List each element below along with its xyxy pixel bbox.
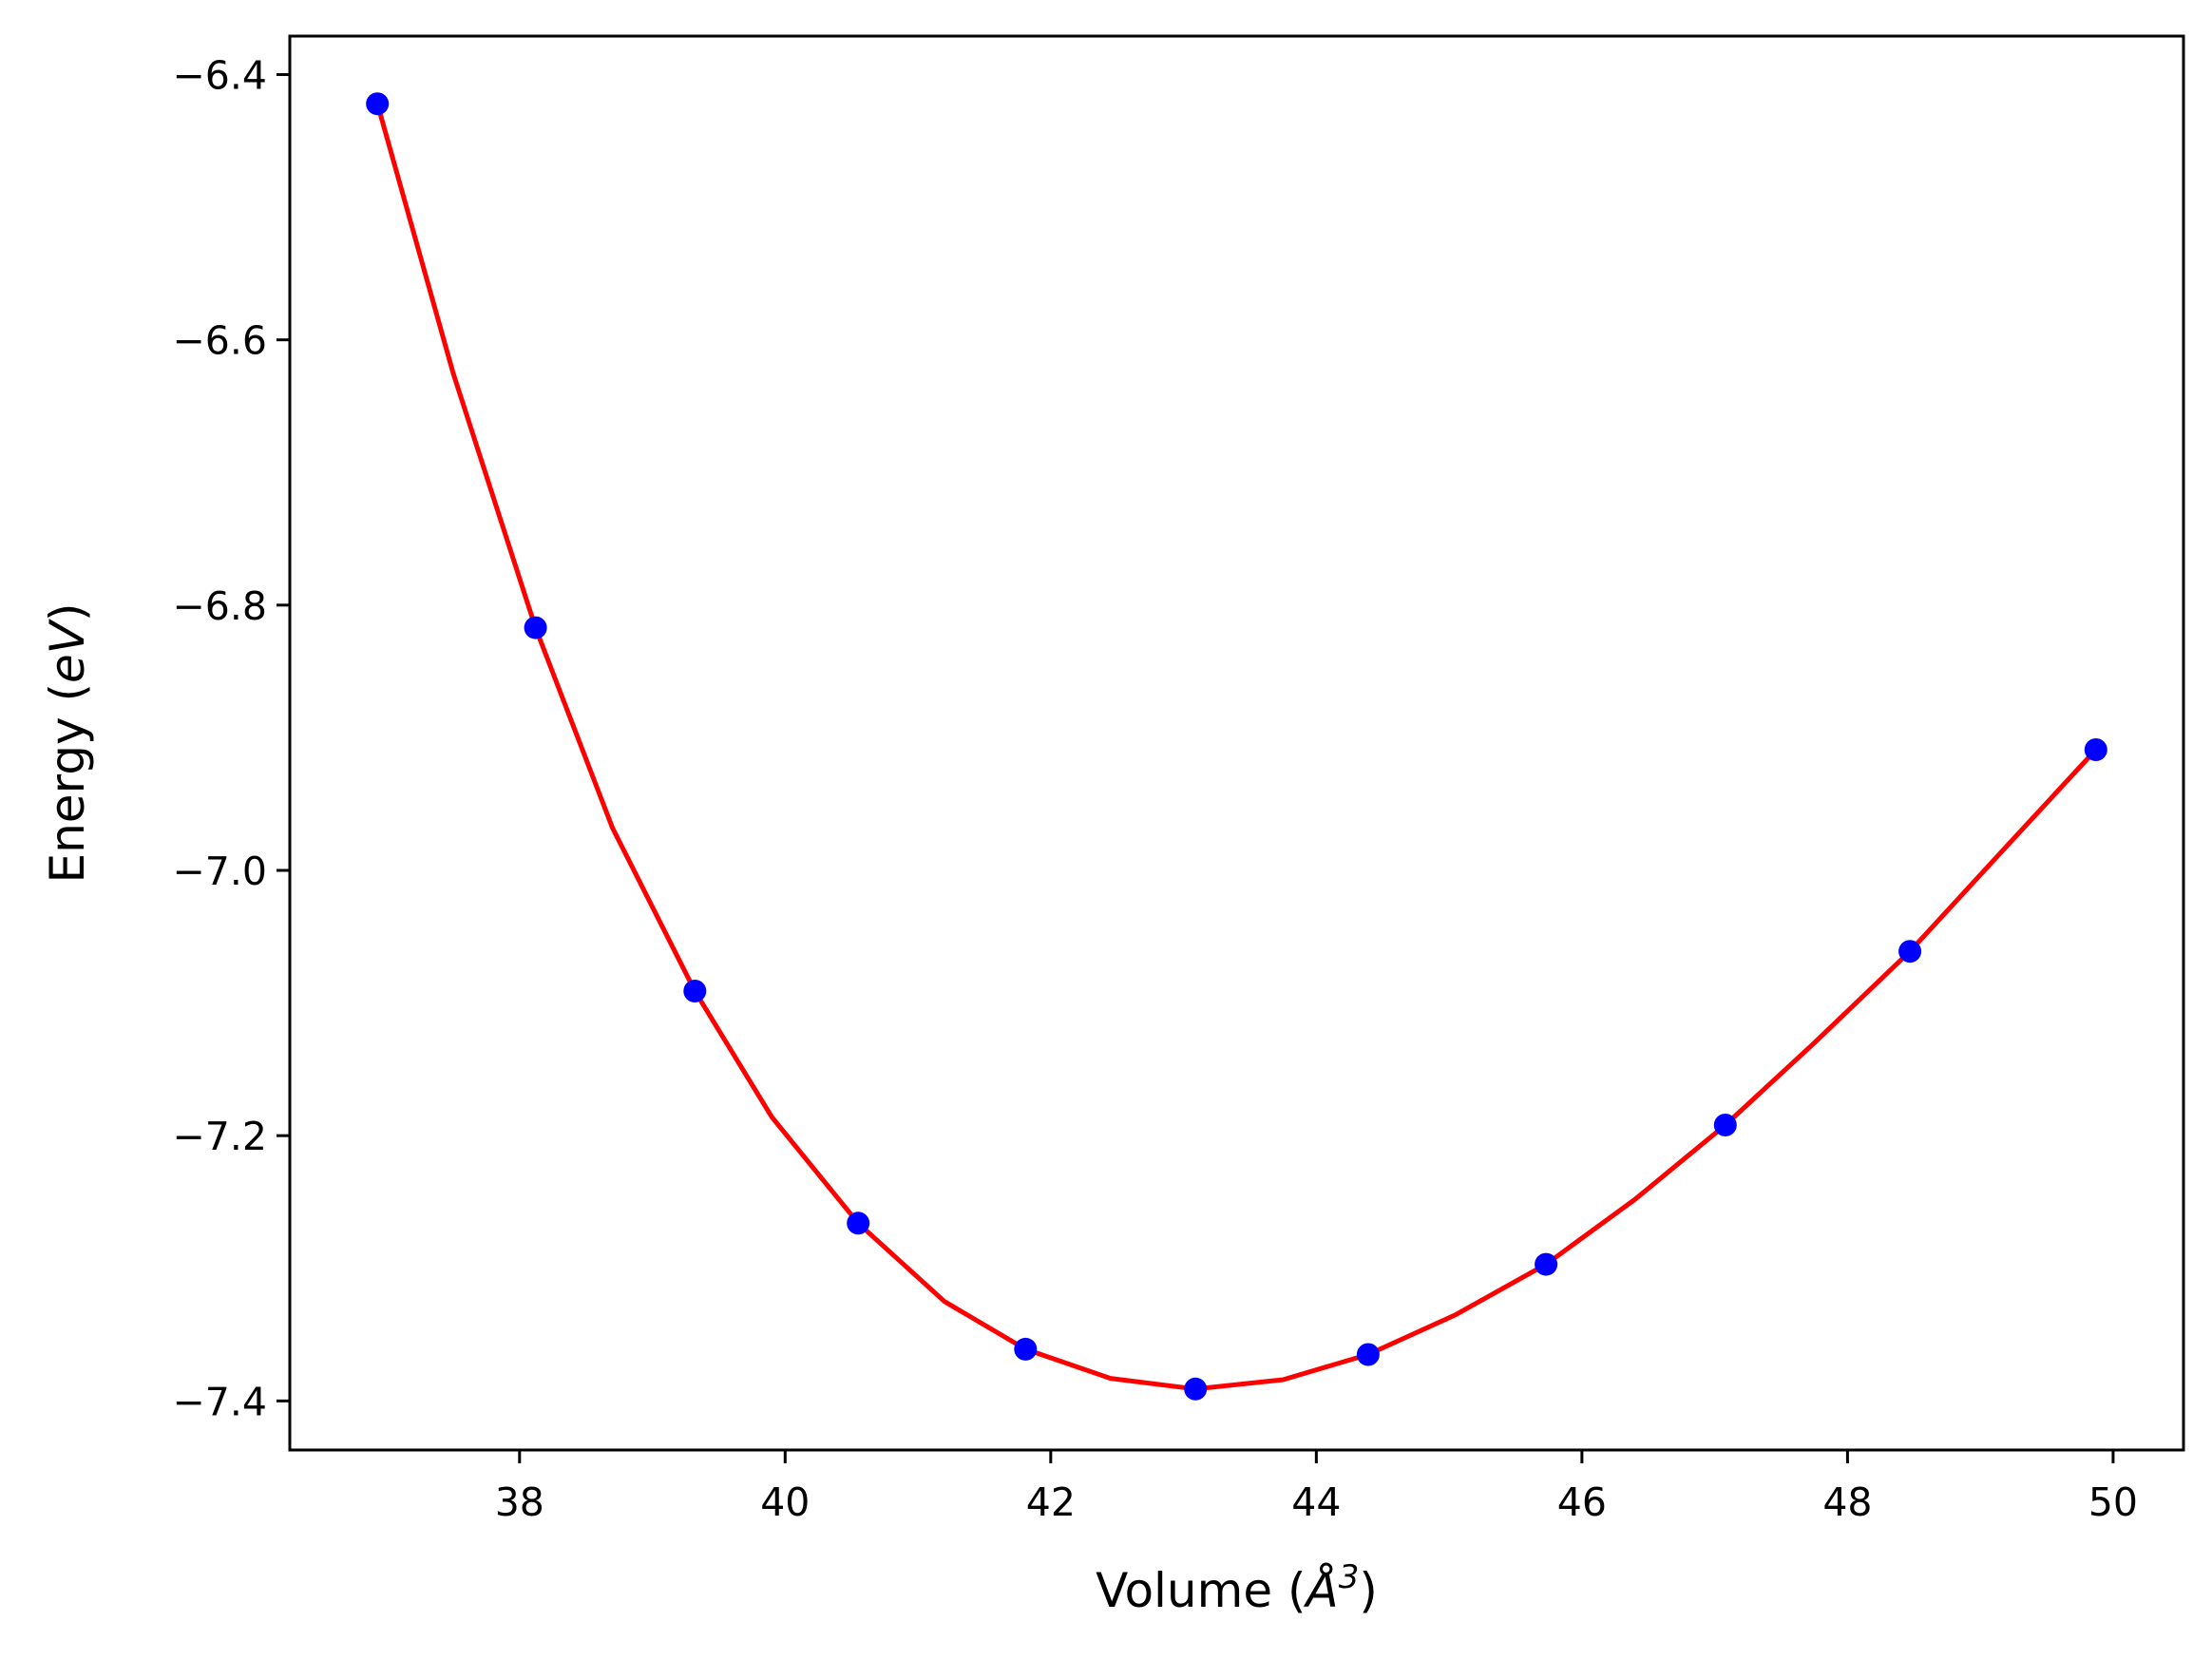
data-point [2084,738,2107,761]
y-axis-label: Energy (eV) [40,603,95,884]
data-point [1535,1252,1558,1276]
y-tick-label: −6.4 [172,52,267,98]
x-tick-label: 46 [1557,1479,1607,1525]
y-tick-label: −7.2 [172,1114,267,1159]
data-point [1184,1377,1208,1401]
y-tick-label: −6.8 [172,583,267,629]
ticks-layer: 38 40 42 44 46 48 50 −6.4 −6.6 −6.8 −7.0 −7.2 −7.4 [172,52,2138,1525]
data-point [683,980,707,1002]
x-tick-label: 42 [1026,1479,1076,1525]
plot-layer [366,92,2107,1401]
y-tick-label: −7.0 [172,849,267,894]
data-point [524,616,547,639]
x-axis-label: Volume (Å3) [1096,1558,1378,1618]
data-point [1356,1343,1380,1366]
data-point [847,1212,870,1235]
data-point [1014,1337,1038,1361]
data-point [366,92,390,116]
x-tick-label: 50 [2088,1479,2138,1525]
y-tick-label: −7.4 [172,1379,267,1424]
x-tick-label: 48 [1822,1479,1872,1525]
y-tick-label: −6.6 [172,318,267,364]
data-point [1713,1114,1737,1136]
data-point [1898,940,1922,964]
plot-frame [288,34,2185,1452]
x-tick-label: 44 [1291,1479,1341,1525]
x-tick-label: 38 [495,1479,544,1525]
x-tick-label: 40 [760,1479,810,1525]
